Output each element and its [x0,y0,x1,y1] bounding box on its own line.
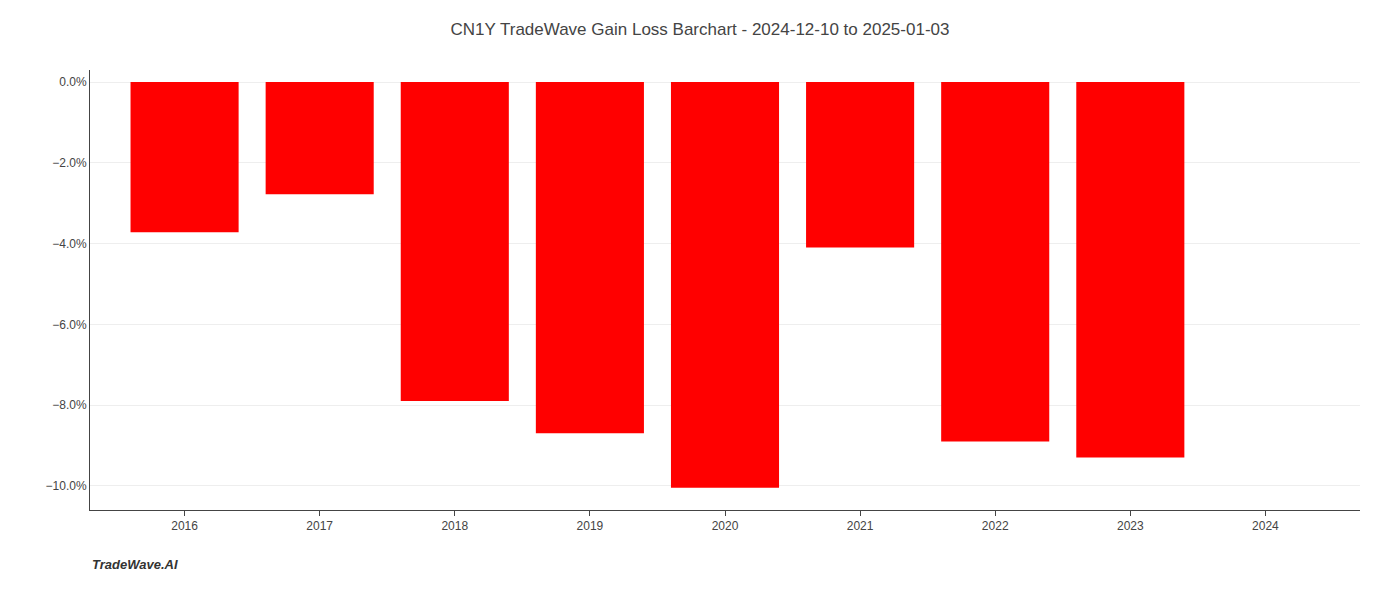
svg-text:−6.0%: −6.0% [52,318,87,332]
svg-text:2017: 2017 [306,519,333,533]
svg-text:−8.0%: −8.0% [52,398,87,412]
svg-text:2019: 2019 [577,519,604,533]
svg-text:2022: 2022 [982,519,1009,533]
svg-text:−4.0%: −4.0% [52,237,87,251]
svg-text:2024: 2024 [1252,519,1279,533]
svg-text:2021: 2021 [847,519,874,533]
svg-text:CN1Y TradeWave Gain Loss Barch: CN1Y TradeWave Gain Loss Barchart - 2024… [451,20,950,39]
svg-text:−2.0%: −2.0% [52,156,87,170]
svg-text:2018: 2018 [441,519,468,533]
svg-text:−10.0%: −10.0% [46,479,87,493]
svg-text:2016: 2016 [171,519,198,533]
svg-text:2020: 2020 [712,519,739,533]
svg-text:2023: 2023 [1117,519,1144,533]
svg-text:TradeWave.AI: TradeWave.AI [92,557,178,572]
svg-text:0.0%: 0.0% [59,75,87,89]
